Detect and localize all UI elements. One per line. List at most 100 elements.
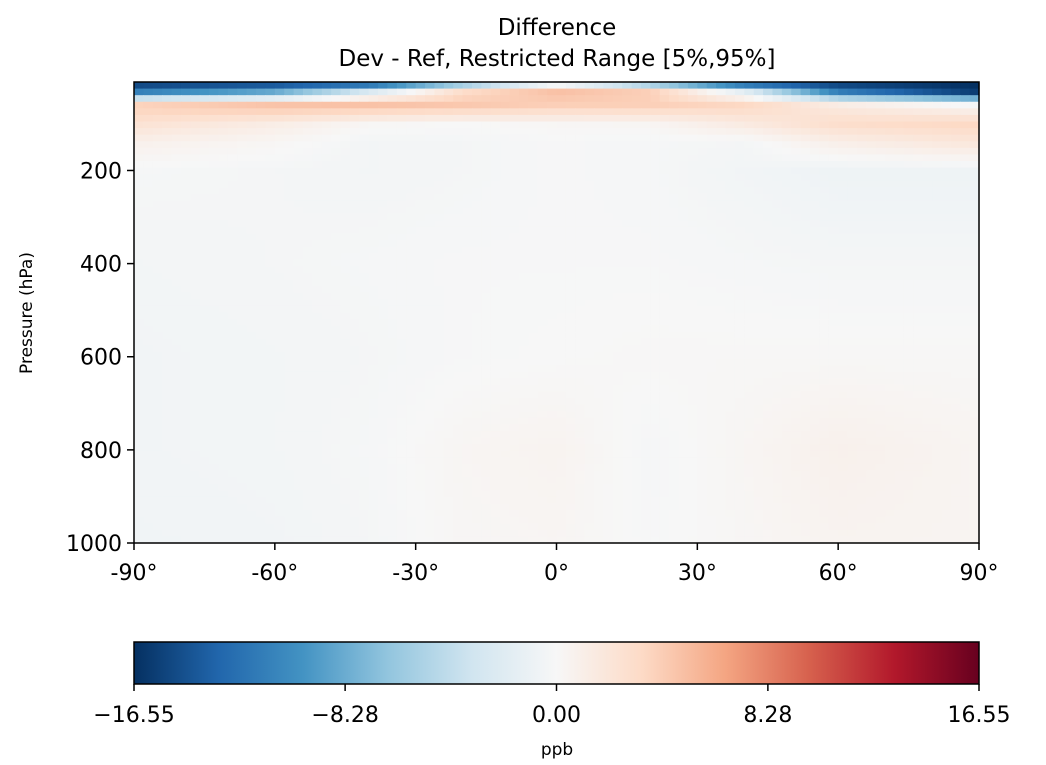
heatmap-cell	[819, 259, 830, 267]
heatmap-cell	[622, 233, 633, 241]
heatmap-cell	[706, 312, 717, 320]
heatmap-cell	[913, 95, 924, 103]
heatmap-cell	[697, 404, 708, 412]
heatmap-cell	[631, 193, 642, 202]
heatmap-cell	[932, 404, 943, 412]
heatmap-cell	[641, 101, 651, 109]
heatmap-cell	[584, 200, 595, 208]
heatmap-cell	[594, 121, 605, 129]
heatmap-cell	[941, 180, 952, 188]
heatmap-cell	[434, 312, 445, 320]
heatmap-cell	[575, 213, 586, 221]
heatmap-cell	[565, 371, 576, 379]
heatmap-cell	[631, 345, 642, 353]
heatmap-cell	[472, 345, 482, 353]
heatmap-cell	[781, 391, 792, 399]
heatmap-cell	[415, 338, 426, 347]
heatmap-cell	[246, 193, 257, 202]
heatmap-cell	[303, 358, 313, 366]
heatmap-cell	[734, 411, 745, 419]
heatmap-cell	[960, 365, 971, 373]
heatmap-cell	[378, 437, 389, 445]
heatmap-cell	[134, 226, 144, 235]
heatmap-cell	[293, 292, 304, 300]
heatmap-cell	[312, 358, 323, 366]
heatmap-cell	[669, 305, 680, 314]
heatmap-cell	[669, 167, 680, 175]
heatmap-cell	[256, 246, 267, 254]
heatmap-cell	[265, 180, 276, 188]
heatmap-cell	[969, 180, 980, 188]
heatmap-cell	[199, 161, 210, 169]
heatmap-cell	[537, 279, 548, 287]
heatmap-cell	[631, 101, 642, 109]
heatmap-cell	[406, 417, 417, 426]
heatmap-cell	[171, 82, 182, 90]
heatmap-cell	[800, 147, 811, 156]
heatmap-cell	[922, 437, 933, 445]
heatmap-cell	[162, 371, 173, 379]
heatmap-cell	[800, 161, 811, 169]
heatmap-cell	[396, 444, 407, 452]
heatmap-cell	[528, 266, 539, 274]
heatmap-cell	[866, 312, 877, 320]
heatmap-cell	[134, 233, 144, 241]
heatmap-cell	[462, 292, 473, 300]
heatmap-cell	[293, 332, 304, 340]
heatmap-cell	[697, 134, 708, 142]
heatmap-cell	[969, 154, 980, 162]
heatmap-cell	[199, 292, 210, 300]
heatmap-cell	[866, 378, 877, 386]
heatmap-cell	[903, 312, 914, 320]
heatmap-cell	[406, 332, 417, 340]
heatmap-cell	[490, 338, 501, 347]
heatmap-cell	[706, 167, 717, 175]
heatmap-cell	[321, 240, 332, 248]
heatmap-cell	[518, 378, 529, 386]
heatmap-cell	[462, 147, 473, 156]
heatmap-cell	[960, 292, 971, 300]
heatmap-cell	[190, 240, 201, 248]
heatmap-cell	[960, 345, 971, 353]
heatmap-cell	[425, 286, 436, 294]
heatmap-cell	[349, 233, 360, 241]
heatmap-cell	[969, 193, 980, 202]
heatmap-cell	[659, 82, 670, 90]
heatmap-cell	[500, 220, 511, 228]
heatmap-cell	[509, 384, 520, 393]
heatmap-cell	[678, 398, 689, 406]
heatmap-cell	[838, 266, 849, 274]
heatmap-cell	[687, 338, 698, 347]
heatmap-cell	[180, 200, 191, 208]
heatmap-cell	[763, 259, 774, 267]
heatmap-cell	[171, 305, 182, 314]
heatmap-cell	[199, 391, 210, 399]
heatmap-cell	[556, 141, 567, 149]
heatmap-cell	[331, 411, 342, 419]
heatmap-cell	[246, 174, 257, 182]
heatmap-cell	[256, 312, 267, 320]
heatmap-cell	[415, 286, 426, 294]
heatmap-cell	[518, 200, 529, 208]
heatmap-cell	[969, 167, 980, 175]
heatmap-cell	[171, 345, 182, 353]
heatmap-cell	[171, 207, 182, 215]
heatmap-cell	[725, 82, 736, 90]
heatmap-cell	[509, 325, 520, 333]
heatmap-cell	[134, 253, 144, 261]
heatmap-cell	[706, 253, 717, 261]
heatmap-cell	[162, 193, 173, 202]
heatmap-cell	[781, 411, 792, 419]
heatmap-cell	[594, 259, 605, 267]
heatmap-cell	[903, 147, 914, 156]
heatmap-cell	[565, 411, 576, 419]
heatmap-cell	[237, 371, 248, 379]
heatmap-cell	[641, 108, 651, 116]
heatmap-cell	[453, 319, 464, 327]
heatmap-cell	[706, 95, 717, 103]
heatmap-cell	[565, 240, 576, 248]
heatmap-cell	[490, 147, 501, 156]
heatmap-cell	[772, 220, 783, 228]
heatmap-cell	[969, 286, 980, 294]
heatmap-cell	[838, 220, 849, 228]
